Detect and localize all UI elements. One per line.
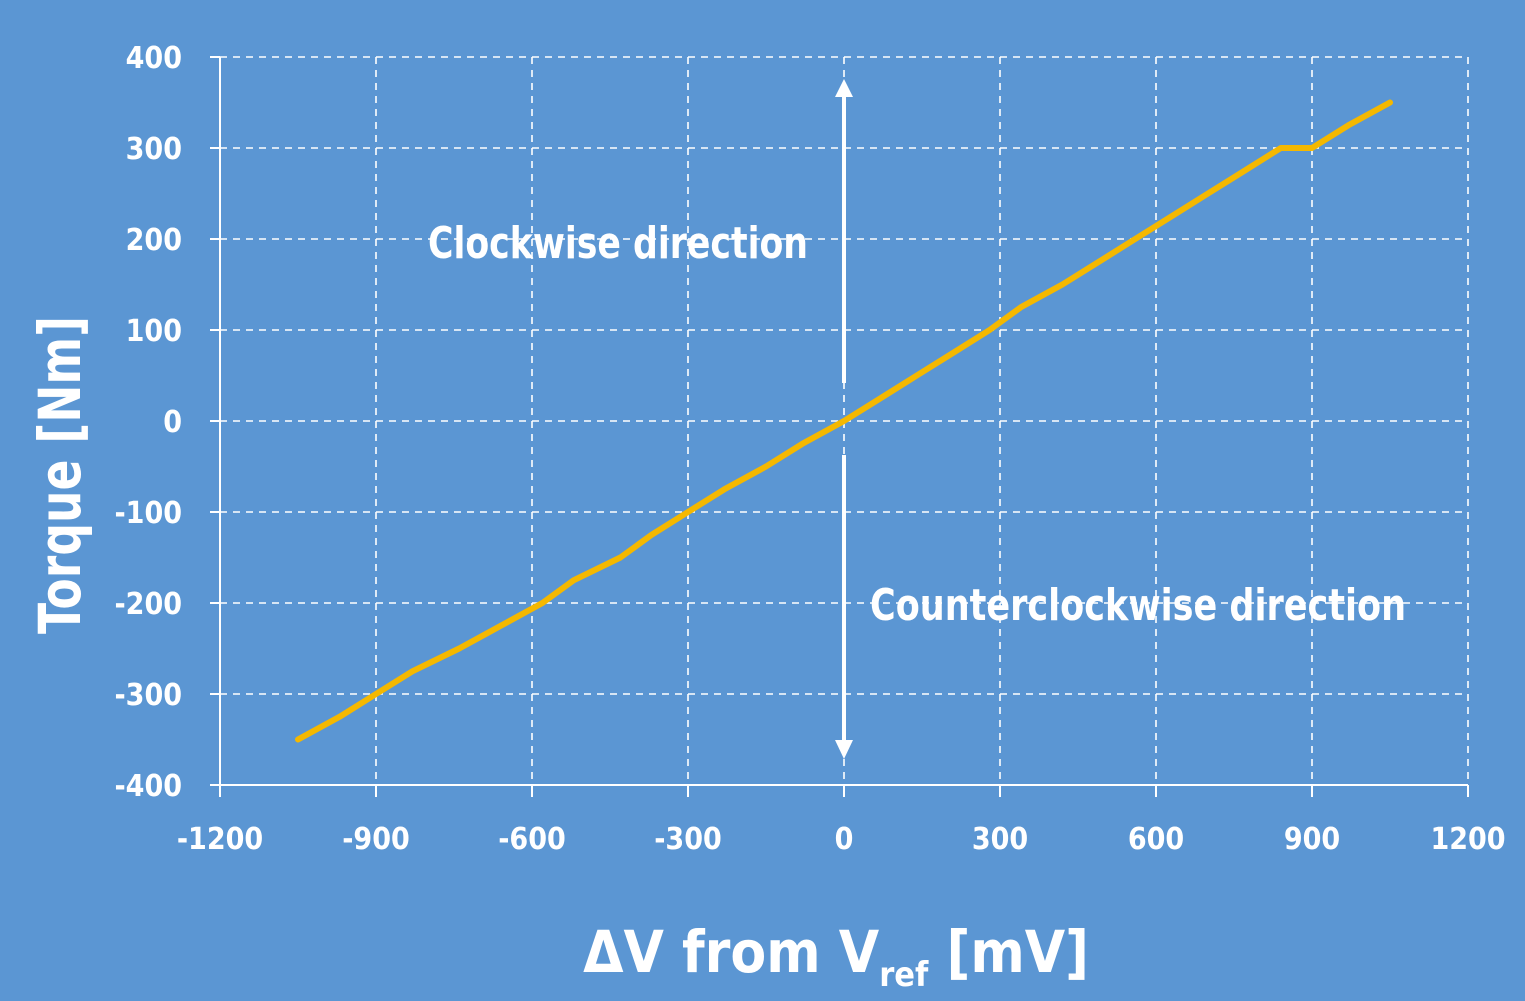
clockwise-arrowhead — [835, 79, 853, 97]
x-tick-label: 1200 — [1430, 822, 1505, 857]
x-tick-label: -900 — [342, 822, 410, 857]
x-tick-label: 300 — [972, 822, 1028, 857]
x-tick-label: -300 — [654, 822, 722, 857]
y-tick-label: 200 — [126, 223, 182, 258]
x-axis-title-subscript: ref — [879, 955, 929, 995]
y-tick-label: 0 — [163, 405, 182, 440]
x-axis-title: ΔV from Vref [mV] — [583, 918, 1089, 995]
x-tick-label: -600 — [498, 822, 566, 857]
x-axis-title-main: ΔV from V — [583, 918, 880, 986]
y-tick-label: -300 — [114, 678, 182, 713]
y-tick-label: 300 — [126, 132, 182, 167]
y-tick-label: 400 — [126, 41, 182, 76]
tick-labels: 400 300 200 100 0 -100 -200 -300 -400 -1200 -900 -6… — [114, 41, 1505, 857]
series-line — [295, 99, 1393, 743]
x-tick-label: 900 — [1284, 822, 1340, 857]
direction-arrows — [835, 79, 853, 759]
x-tick-label: 0 — [835, 822, 854, 857]
x-tick-label: -1200 — [177, 822, 263, 857]
y-tick-label: -400 — [114, 769, 182, 804]
x-tick-label: 600 — [1128, 822, 1184, 857]
annotation-clockwise: Clockwise direction — [428, 218, 808, 269]
axis-layer — [210, 56, 1469, 797]
y-tick-label: -200 — [114, 587, 182, 622]
y-tick-label: 100 — [126, 314, 182, 349]
annotation-counterclockwise: Counterclockwise direction — [870, 580, 1406, 631]
y-tick-label: -100 — [114, 496, 182, 531]
x-axis-title-unit: [mV] — [928, 918, 1089, 986]
y-axis-title: Torque [Nm] — [26, 316, 94, 634]
counterclockwise-arrowhead — [835, 740, 853, 759]
series-layer — [295, 99, 1393, 743]
